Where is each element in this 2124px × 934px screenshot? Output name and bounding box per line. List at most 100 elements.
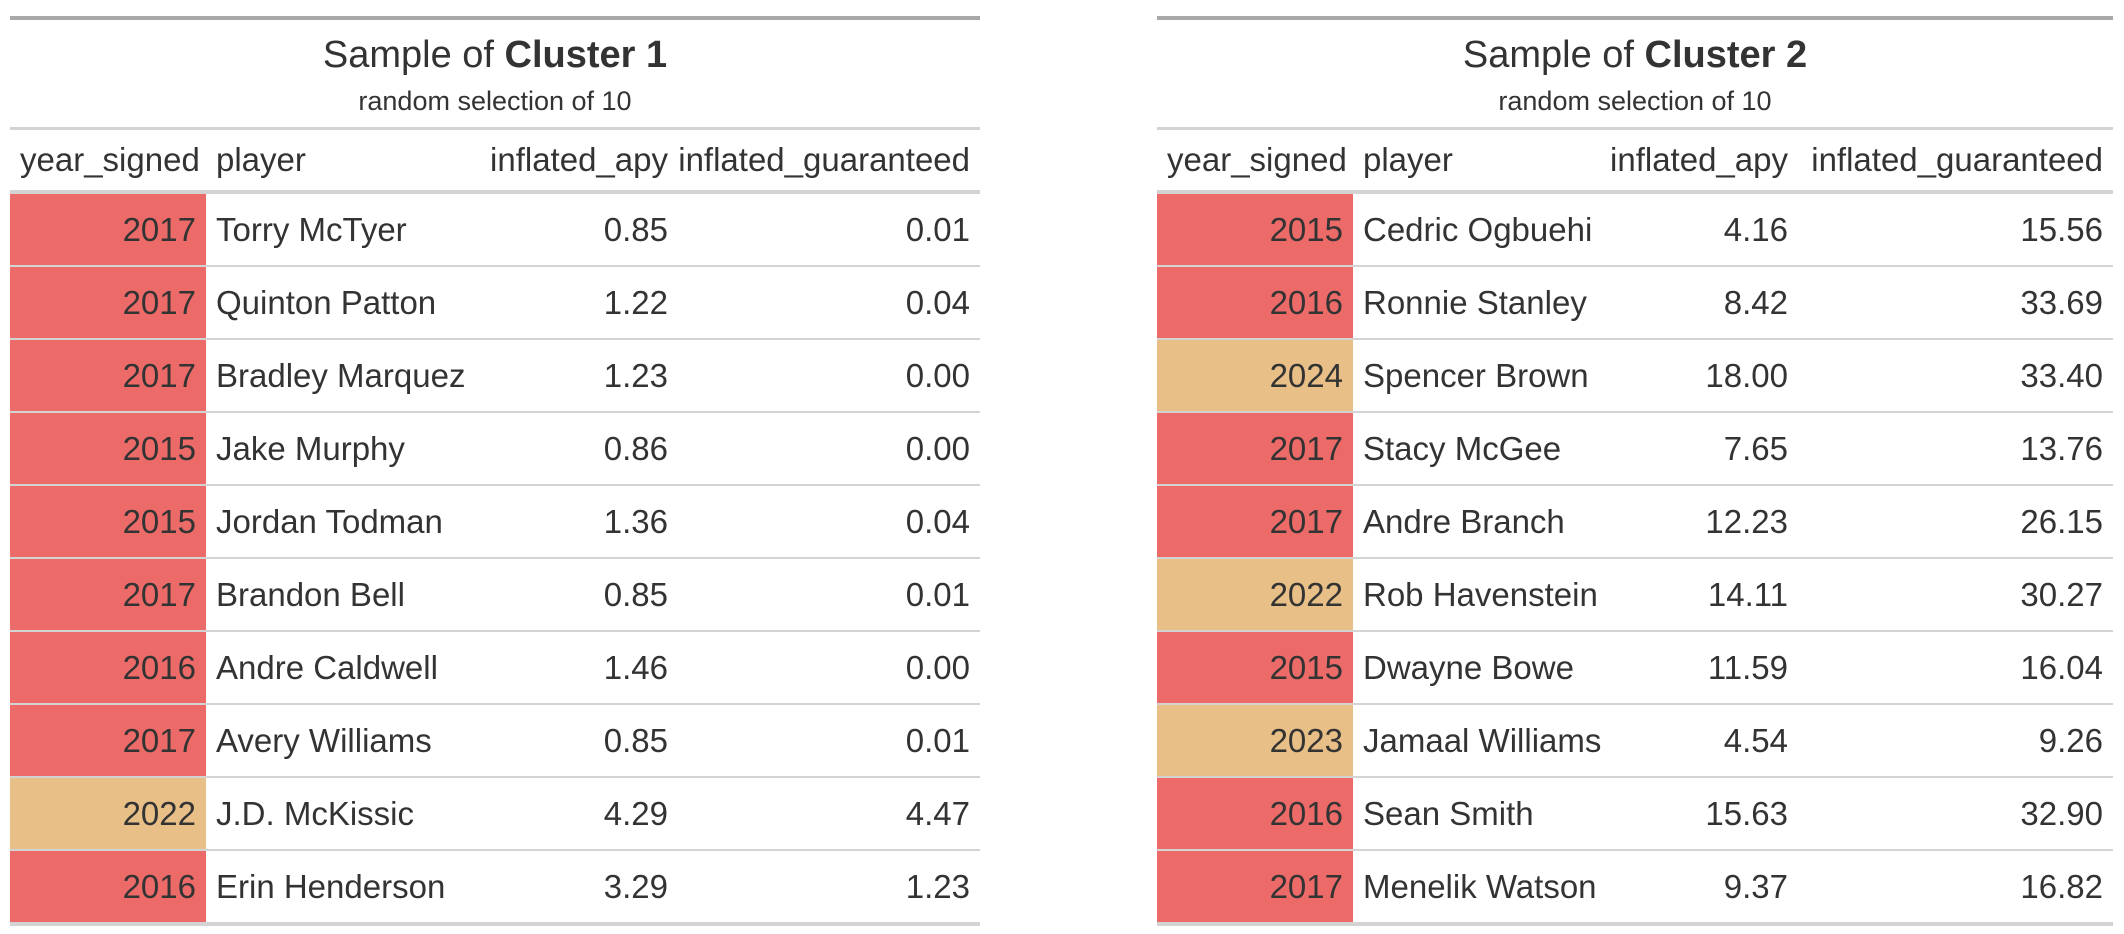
header-rule [1157, 127, 2113, 130]
table-row: 2022 J.D. McKissic 4.29 4.47 [10, 778, 980, 851]
year-signed-cell: 2022 [1157, 559, 1353, 630]
inflated-apy-cell: 15.63 [1705, 794, 1788, 832]
inflated-apy-cell: 4.29 [603, 794, 668, 832]
inflated-guaranteed-cell: 9.26 [2038, 721, 2103, 759]
inflated-apy-cell: 0.85 [603, 210, 668, 248]
cluster-2-table: Sample of Cluster 2 random selection of … [1157, 16, 2113, 926]
player-cell: Sean Smith [1363, 794, 1534, 832]
column-header-player: player [216, 141, 306, 178]
player-cell: Jamaal Williams [1363, 721, 1602, 759]
inflated-guaranteed-cell: 30.27 [2020, 575, 2103, 613]
inflated-apy-cell: 1.46 [603, 648, 668, 686]
inflated-apy-cell: 0.85 [603, 575, 668, 613]
inflated-apy-cell: 0.86 [603, 429, 668, 467]
table-row: 2017 Brandon Bell 0.85 0.01 [10, 559, 980, 632]
year-signed-cell: 2017 [10, 340, 206, 411]
year-signed-cell: 2016 [1157, 778, 1353, 849]
inflated-apy-cell: 3.29 [603, 867, 668, 905]
inflated-guaranteed-cell: 16.82 [2020, 867, 2103, 905]
year-signed-cell: 2023 [1157, 705, 1353, 776]
year-signed-cell: 2015 [10, 486, 206, 557]
table-row: 2016 Andre Caldwell 1.46 0.00 [10, 632, 980, 705]
year-signed-cell: 2024 [1157, 340, 1353, 411]
table-row: 2015 Jake Murphy 0.86 0.00 [10, 413, 980, 486]
inflated-apy-cell: 9.37 [1723, 867, 1788, 905]
table-row: 2015 Jordan Todman 1.36 0.04 [10, 486, 980, 559]
table-row: 2015 Dwayne Bowe 11.59 16.04 [1157, 632, 2113, 705]
table-body: 2015 Cedric Ogbuehi 4.16 15.56 2016 Ronnie St… [1157, 194, 2113, 926]
inflated-apy-cell: 7.65 [1723, 429, 1788, 467]
table-top-rule [1157, 16, 2113, 20]
inflated-guaranteed-cell: 4.47 [905, 794, 970, 832]
year-signed-cell: 2016 [10, 851, 206, 922]
inflated-apy-cell: 11.59 [1707, 648, 1788, 686]
player-cell: Dwayne Bowe [1363, 648, 1574, 686]
inflated-guaranteed-cell: 1.23 [905, 867, 970, 905]
inflated-apy-cell: 0.85 [603, 721, 668, 759]
inflated-guaranteed-cell: 0.01 [905, 721, 970, 759]
table-title: Sample of Cluster 1 [10, 33, 980, 77]
inflated-apy-cell: 1.22 [603, 283, 668, 321]
inflated-guaranteed-cell: 0.04 [905, 502, 970, 540]
player-cell: Rob Havenstein [1363, 575, 1598, 613]
inflated-apy-cell: 8.42 [1723, 283, 1788, 321]
player-cell: J.D. McKissic [216, 794, 414, 832]
player-cell: Brandon Bell [216, 575, 405, 613]
year-signed-cell: 2015 [10, 413, 206, 484]
column-header-rule [1157, 190, 2113, 194]
year-signed-cell: 2017 [1157, 851, 1353, 922]
player-cell: Cedric Ogbuehi [1363, 210, 1593, 248]
inflated-guaranteed-cell: 0.01 [905, 575, 970, 613]
inflated-apy-cell: 1.36 [603, 502, 668, 540]
table-title: Sample of Cluster 2 [1157, 33, 2113, 77]
inflated-guaranteed-cell: 13.76 [2020, 429, 2103, 467]
player-cell: Jordan Todman [216, 502, 443, 540]
year-signed-cell: 2016 [10, 632, 206, 703]
inflated-apy-cell: 4.54 [1723, 721, 1788, 759]
column-header-inflated-apy: inflated_apy [1610, 141, 1788, 178]
inflated-guaranteed-cell: 33.69 [2020, 283, 2103, 321]
table-row: 2016 Erin Henderson 3.29 1.23 [10, 851, 980, 926]
column-header-row: year_signed player inflated_apy inflated… [1157, 130, 2113, 190]
column-header-year-signed: year_signed [20, 141, 200, 178]
inflated-guaranteed-cell: 32.90 [2020, 794, 2103, 832]
year-signed-cell: 2017 [10, 559, 206, 630]
table-body: 2017 Torry McTyer 0.85 0.01 2017 Quinton Patt… [10, 194, 980, 926]
player-cell: Menelik Watson [1363, 867, 1597, 905]
table-row: 2017 Torry McTyer 0.85 0.01 [10, 194, 980, 267]
header-rule [10, 127, 980, 130]
inflated-apy-cell: 12.23 [1705, 502, 1788, 540]
table-top-rule [10, 16, 980, 20]
player-cell: Quinton Patton [216, 283, 437, 321]
table-row: 2017 Quinton Patton 1.22 0.04 [10, 267, 980, 340]
title-bold: Cluster 2 [1644, 34, 1808, 76]
table-subtitle: random selection of 10 [1498, 86, 1772, 116]
table-row: 2016 Sean Smith 15.63 32.90 [1157, 778, 2113, 851]
year-signed-cell: 2022 [10, 778, 206, 849]
table-row: 2024 Spencer Brown 18.00 33.40 [1157, 340, 2113, 413]
inflated-guaranteed-cell: 15.56 [2020, 210, 2103, 248]
table-row: 2017 Menelik Watson 9.37 16.82 [1157, 851, 2113, 926]
table-row: 2017 Stacy McGee 7.65 13.76 [1157, 413, 2113, 486]
table-row: 2015 Cedric Ogbuehi 4.16 15.56 [1157, 194, 2113, 267]
inflated-apy-cell: 4.16 [1723, 210, 1788, 248]
inflated-apy-cell: 14.11 [1707, 575, 1788, 613]
column-header-year-signed: year_signed [1167, 141, 1347, 178]
player-cell: Erin Henderson [216, 867, 446, 905]
column-header-inflated-guaranteed: inflated_guaranteed [1811, 141, 2103, 178]
inflated-guaranteed-cell: 0.00 [905, 356, 970, 394]
inflated-guaranteed-cell: 0.04 [905, 283, 970, 321]
year-signed-cell: 2017 [10, 705, 206, 776]
column-header-inflated-apy: inflated_apy [490, 141, 668, 178]
table-row: 2017 Avery Williams 0.85 0.01 [10, 705, 980, 778]
table-row: 2017 Bradley Marquez 1.23 0.00 [10, 340, 980, 413]
inflated-guaranteed-cell: 0.01 [905, 210, 970, 248]
table-row: 2022 Rob Havenstein 14.11 30.27 [1157, 559, 2113, 632]
column-header-row: year_signed player inflated_apy inflated… [10, 130, 980, 190]
table-row: 2016 Ronnie Stanley 8.42 33.69 [1157, 267, 2113, 340]
inflated-guaranteed-cell: 33.40 [2020, 356, 2103, 394]
player-cell: Ronnie Stanley [1363, 283, 1587, 321]
column-header-rule [10, 190, 980, 194]
year-signed-cell: 2017 [1157, 486, 1353, 557]
cluster-1-table: Sample of Cluster 1 random selection of … [10, 16, 980, 926]
